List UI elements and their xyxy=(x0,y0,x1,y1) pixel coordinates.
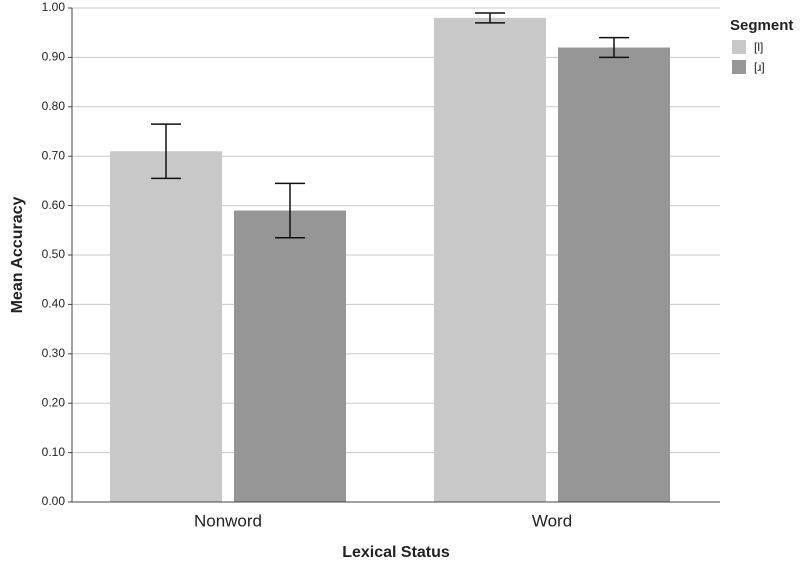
y-axis-title: Mean Accuracy xyxy=(9,197,26,314)
bar xyxy=(110,151,222,502)
legend-swatch xyxy=(732,60,746,74)
y-tick-label: 0.30 xyxy=(42,346,66,360)
y-tick-label: 0.50 xyxy=(42,247,66,261)
y-tick-label: 0.00 xyxy=(42,494,66,508)
y-tick-label: 1.00 xyxy=(42,0,66,14)
y-tick-label: 0.80 xyxy=(42,99,66,113)
y-tick-label: 0.70 xyxy=(42,148,66,162)
legend-title: Segment xyxy=(730,17,793,34)
error-bar xyxy=(275,182,305,239)
y-tick-label: 0.90 xyxy=(42,50,66,64)
error-bar xyxy=(599,36,629,59)
y-tick-label: 0.20 xyxy=(42,395,66,409)
error-bar xyxy=(475,12,505,24)
bar xyxy=(558,47,670,503)
y-tick-label: 0.10 xyxy=(42,445,66,459)
x-tick-label: Word xyxy=(532,511,572,530)
legend-label: [ɹ] xyxy=(754,60,765,74)
bar xyxy=(434,17,546,502)
x-axis-title: Lexical Status xyxy=(342,544,450,561)
bar xyxy=(234,210,346,503)
y-tick-label: 0.40 xyxy=(42,297,66,311)
legend-label: [l] xyxy=(754,40,763,54)
x-tick-label: Nonword xyxy=(194,511,262,530)
legend-swatch xyxy=(732,40,746,54)
error-bar xyxy=(151,123,181,180)
y-tick-label: 0.60 xyxy=(42,198,66,212)
